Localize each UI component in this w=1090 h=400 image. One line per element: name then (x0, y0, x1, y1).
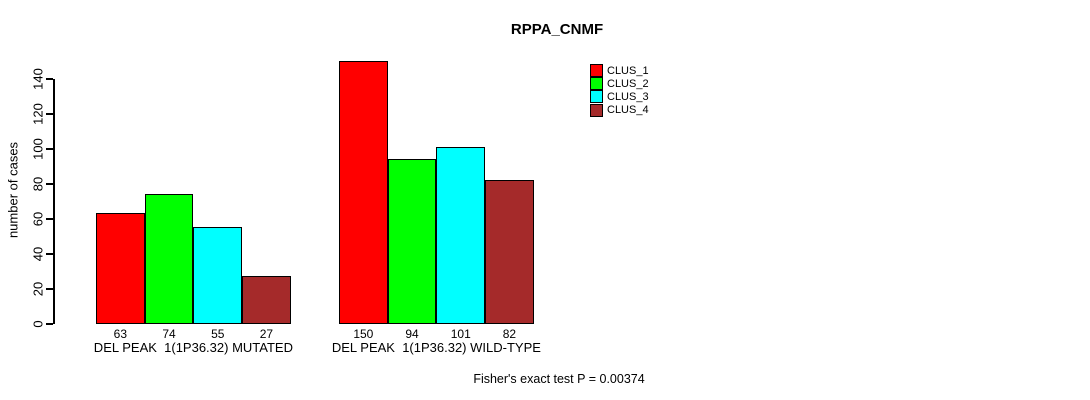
y-tick (46, 182, 53, 185)
y-tick-label: 40 (30, 246, 46, 261)
bar-clus_1-group2 (339, 61, 388, 324)
y-axis-title: number of cases (5, 141, 21, 239)
y-tick-label: 60 (30, 211, 46, 226)
bar-clus_3-group1 (193, 227, 243, 324)
bar-value-label: 101 (450, 327, 471, 341)
y-tick-label: 140 (30, 67, 46, 90)
legend: CLUS_1 CLUS_2 CLUS_3 CLUS_4 (590, 64, 649, 117)
bar-clus_4-group2 (485, 180, 534, 324)
legend-item-clus_2: CLUS_2 (590, 77, 649, 91)
y-tick-label: 0 (30, 319, 46, 328)
y-tick-label: 100 (30, 137, 46, 160)
bar-value-label: 82 (502, 327, 517, 341)
legend-label: CLUS_2 (607, 77, 649, 90)
bar-value-label: 63 (113, 327, 128, 341)
bar-clus_4-group1 (242, 276, 291, 324)
bar-clus_1-group1 (96, 213, 145, 324)
bar-value-label: 27 (259, 327, 274, 341)
y-tick-label: 80 (30, 176, 46, 191)
chart-title: RPPA_CNMF (510, 21, 604, 38)
category-label: DEL PEAK 1(1P36.32) WILD-TYPE (331, 340, 541, 355)
bar-value-label: 150 (353, 327, 374, 341)
y-tick (46, 147, 53, 150)
bar-clus_2-group2 (387, 159, 437, 324)
bar-clus_3-group2 (436, 146, 486, 324)
y-tick (46, 77, 53, 80)
category-label: DEL PEAK 1(1P36.32) MUTATED (93, 340, 293, 355)
y-tick (46, 252, 53, 255)
bar-value-label: 94 (405, 327, 419, 341)
legend-swatch-icon (590, 103, 603, 117)
bar-value-label: 55 (211, 327, 225, 341)
y-tick (46, 217, 53, 220)
legend-label: CLUS_1 (607, 64, 649, 77)
legend-swatch-icon (590, 90, 603, 104)
bar-clus_2-group1 (144, 194, 194, 324)
y-tick (46, 322, 53, 325)
y-tick (46, 112, 53, 115)
y-tick (46, 287, 53, 290)
legend-item-clus_3: CLUS_3 (590, 90, 649, 104)
y-axis-line (53, 78, 55, 324)
bar-value-label: 74 (162, 327, 176, 341)
legend-swatch-icon (590, 77, 603, 91)
legend-label: CLUS_3 (607, 90, 649, 103)
fisher-test-annotation: Fisher's exact test P = 0.00374 (473, 372, 645, 386)
legend-swatch-icon (590, 64, 603, 78)
y-tick-label: 20 (30, 281, 46, 296)
legend-item-clus_1: CLUS_1 (590, 64, 649, 78)
y-tick-label: 120 (30, 102, 46, 125)
legend-item-clus_4: CLUS_4 (590, 103, 649, 117)
legend-label: CLUS_4 (607, 104, 649, 117)
